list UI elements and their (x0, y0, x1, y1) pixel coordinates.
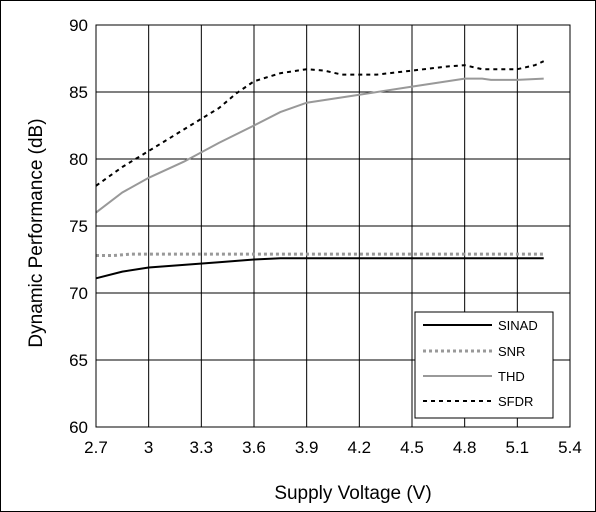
x-tick-label: 3.9 (295, 438, 319, 457)
legend: SINAD SNR THD SFDR (414, 311, 554, 419)
series-line-sfdr (95, 60, 545, 187)
series-line-snr (96, 252, 544, 257)
y-tick-label: 80 (69, 150, 88, 169)
x-tick-label: 5.4 (558, 438, 582, 457)
legend-label-snr: SNR (498, 344, 525, 359)
y-tick-label: 65 (69, 351, 88, 370)
x-tick-label: 3.6 (242, 438, 266, 457)
x-tick-label: 4.8 (453, 438, 477, 457)
legend-label-sfdr: SFDR (498, 394, 533, 409)
series-line-thd (95, 77, 544, 214)
y-tick-label: 60 (69, 418, 88, 437)
x-tick-label: 2.7 (84, 438, 108, 457)
y-tick-label: 75 (69, 217, 88, 236)
y-tick-label: 70 (69, 284, 88, 303)
x-tick-label: 3.3 (190, 438, 214, 457)
plot-border (95, 24, 571, 428)
series-line-sinad (95, 257, 544, 280)
x-tick-label: 5.1 (506, 438, 530, 457)
y-tick-labels: 60 65 70 75 80 85 90 (69, 16, 88, 437)
x-tick-label: 4.5 (400, 438, 424, 457)
legend-label-thd: THD (498, 369, 525, 384)
series-lines (95, 60, 545, 280)
y-axis-title: Dynamic Performance (dB) (26, 118, 47, 347)
y-tick-label: 85 (69, 83, 88, 102)
x-axis-title: Supply Voltage (V) (274, 483, 431, 504)
legend-box (414, 311, 554, 419)
x-tick-labels: 2.7 3 3.3 3.6 3.9 4.2 4.5 4.8 5.1 5.4 (84, 438, 582, 457)
x-tick-label: 4.2 (348, 438, 372, 457)
x-tick-label: 3 (144, 438, 153, 457)
legend-label-sinad: SINAD (498, 318, 538, 333)
y-tick-label: 90 (69, 16, 88, 35)
